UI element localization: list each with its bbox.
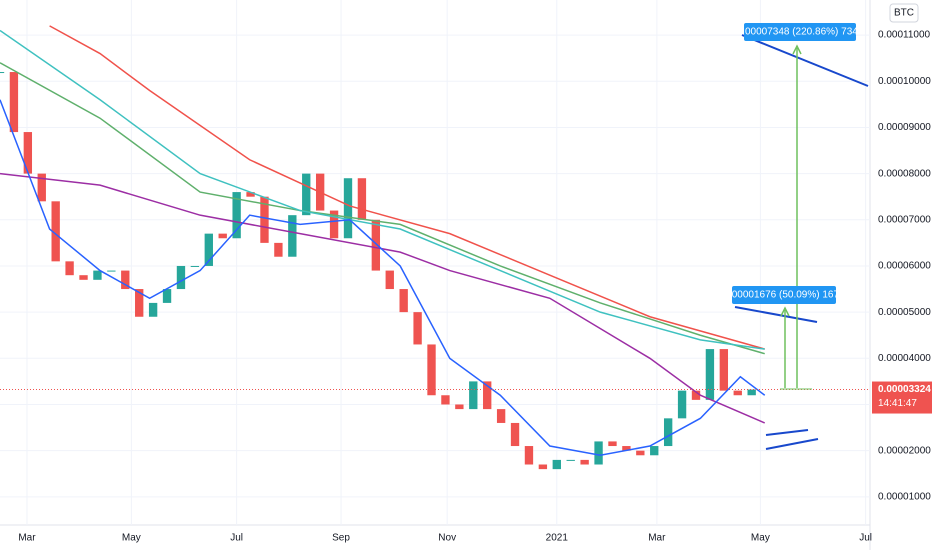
x-tick-label: Jul: [230, 533, 243, 544]
candle: [691, 390, 701, 400]
candle: [232, 192, 241, 239]
candle: [260, 196, 269, 243]
arrow-head: [792, 44, 802, 55]
x-tick-label: Mar: [648, 533, 666, 544]
x-tick-label: Sep: [332, 533, 350, 544]
trend-line: [765, 429, 809, 436]
last-price-tag: [872, 381, 932, 414]
candle: [79, 275, 88, 280]
trend-line: [765, 438, 819, 450]
y-tick-label: 0.00009000: [878, 122, 931, 133]
candle: [594, 441, 603, 465]
candle: [37, 173, 46, 202]
candle: [538, 464, 548, 470]
candle: [566, 459, 575, 461]
moving-average: [0, 99, 766, 457]
candle: [705, 349, 715, 400]
y-tick-label: 0.00011000: [878, 30, 931, 41]
y-tick-label: 0.00008000: [878, 168, 931, 179]
y-tick-label: 0.00010000: [878, 76, 931, 87]
last-price: 0.00003324: [878, 384, 931, 395]
moving-average: [49, 25, 765, 350]
candle: [636, 450, 645, 456]
candle: [246, 192, 255, 197]
candle: [608, 441, 617, 447]
candle: [399, 289, 408, 313]
candle: [371, 219, 381, 271]
candle: [357, 178, 367, 220]
candle: [524, 446, 534, 465]
x-tick-label: Nov: [438, 533, 456, 544]
candle: [719, 349, 729, 391]
candle: [9, 72, 19, 133]
drawings: [732, 23, 869, 450]
candle: [441, 395, 450, 405]
trend-line: [741, 34, 869, 87]
candle: [469, 381, 478, 410]
y-tick-label: 0.00005000: [878, 307, 931, 318]
countdown: 14:41:47: [878, 398, 917, 409]
y-tick-label: 0.00001000: [878, 491, 931, 502]
moving-average: [0, 62, 765, 355]
candle: [580, 459, 589, 465]
trend-line: [734, 306, 818, 323]
candle: [747, 389, 756, 396]
candle: [23, 132, 33, 174]
annotation: 0.00001676 (50.09%) 1676: [723, 290, 845, 301]
candle: [622, 446, 631, 451]
annotation: 0.00007348 (220.86%) 7348: [737, 27, 864, 38]
arrow-head: [780, 306, 790, 317]
candle: [93, 270, 102, 280]
candle: [121, 270, 130, 290]
y-tick-label: 0.00006000: [878, 261, 931, 272]
candle: [162, 289, 172, 303]
candle: [51, 201, 60, 262]
candle: [135, 289, 144, 317]
candle: [427, 344, 436, 396]
currency-badge[interactable]: [889, 3, 919, 23]
candle: [302, 173, 311, 216]
candle: [650, 446, 659, 456]
candle: [483, 381, 492, 410]
y-tick-label: 0.00004000: [878, 353, 931, 364]
candle: [204, 233, 213, 266]
candle: [677, 390, 687, 419]
moving-average: [0, 172, 766, 424]
x-tick-label: Jul: [859, 533, 872, 544]
candle: [552, 459, 561, 470]
candle: [733, 390, 742, 396]
candle: [176, 265, 186, 290]
annotation-box: [744, 23, 856, 41]
candle: [288, 215, 297, 257]
candle: [329, 210, 339, 239]
candle: [274, 242, 283, 257]
candle: [107, 270, 116, 272]
candle: [218, 233, 227, 239]
candle: [148, 302, 158, 317]
candle: [663, 418, 673, 447]
x-tick-label: May: [751, 533, 770, 544]
y-tick-label: 0.00007000: [878, 214, 931, 225]
candle: [455, 404, 464, 410]
candle: [65, 261, 74, 276]
candle: [343, 178, 353, 239]
annotation-box: [732, 286, 836, 304]
candle: [413, 312, 422, 345]
candle: [510, 422, 520, 447]
moving-average: [0, 29, 765, 350]
candle: [496, 409, 506, 423]
x-tick-label: Mar: [18, 533, 36, 544]
currency: BTC: [894, 8, 914, 19]
y-tick-label: 0.00002000: [878, 445, 931, 456]
x-tick-label: May: [122, 533, 141, 544]
candle: [0, 72, 5, 74]
candle: [385, 270, 394, 290]
x-tick-label: 2021: [546, 533, 569, 544]
candle: [190, 265, 200, 267]
